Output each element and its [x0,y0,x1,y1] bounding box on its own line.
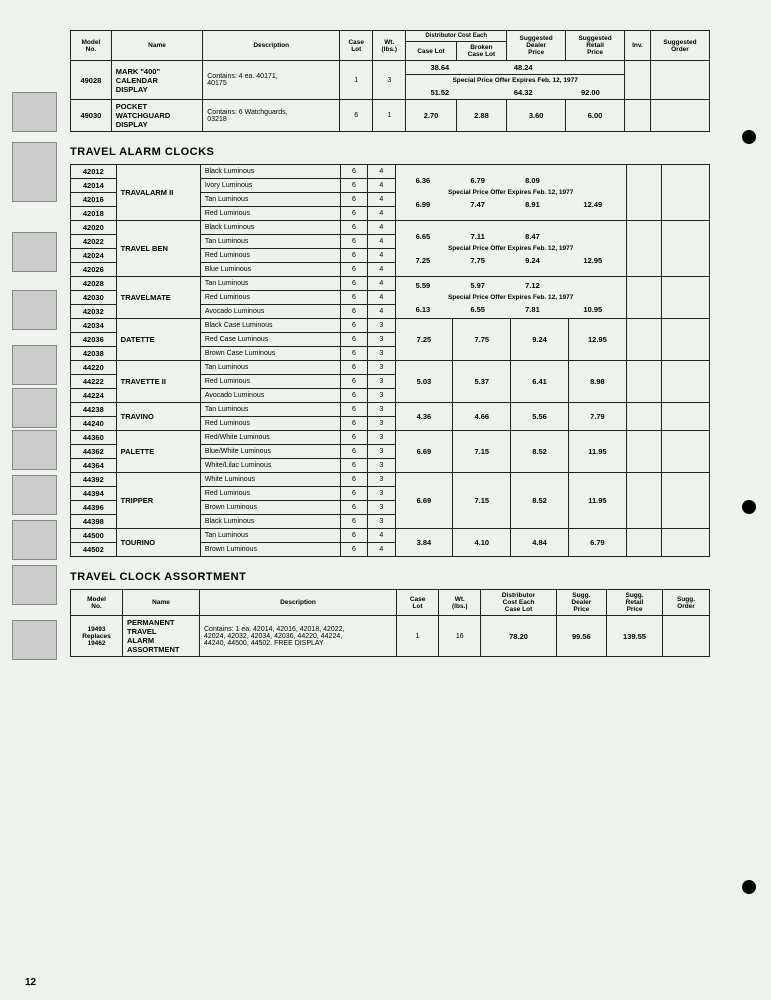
assort-name: PERMANENTTRAVELALARMASSORTMENT [123,616,200,657]
product-thumbnail [12,232,57,272]
product-thumbnail [12,290,57,330]
table-row: 49028 MARK "400"CALENDARDISPLAY Contains… [71,61,710,100]
th-brokencase: BrokenCase Lot [456,42,506,61]
assort-dealer: 99.56 [556,616,606,657]
assort-retail: 139.55 [606,616,662,657]
table-row: 44500TOURINOTan Luminous 643.844.104.846… [71,529,710,543]
th-model: ModelNo. [71,590,123,616]
th-desc: Description [203,31,340,61]
product-thumbnail [12,430,57,470]
th-caselotcost: Case Lot [406,42,456,61]
table-row: 42020TRAVEL BENBlack Luminous 64 6.657.1… [71,221,710,235]
product-thumbnail [12,345,57,385]
assort-order [663,616,710,657]
table-row: 44360PALETTERed/White Luminous 636.697.1… [71,431,710,445]
assort-table: ModelNo. Name Description CaseLot Wt.(lb… [70,589,710,657]
product-thumbnail [12,520,57,560]
th-wt: Wt.(lbs.) [439,590,481,616]
table-row: 42012TRAVALARM IIBlack Luminous 64 6.366… [71,165,710,179]
th-distcost: DistributorCost EachCase Lot [481,590,556,616]
binder-hole [742,880,756,894]
th-suggretail: SuggestedRetailPrice [566,31,625,61]
table-row: 44238TRAVINOTan Luminous 634.364.665.567… [71,403,710,417]
th-name: Name [111,31,202,61]
page-number: 12 [25,977,36,988]
table-row: 44220TRAVETTE IITan Luminous 635.035.376… [71,361,710,375]
product-thumbnail [12,475,57,515]
th-suggorder: Sugg.Order [663,590,710,616]
assort-desc: Contains: 1 ea. 42014, 42016, 42018, 420… [200,616,397,657]
th-suggorder: SuggestedOrder [650,31,709,61]
table-row: 42034DATETTEBlack Case Luminous 637.257.… [71,319,710,333]
th-model: ModelNo. [71,31,112,61]
th-suggdealer: SuggestedDealerPrice [507,31,566,61]
th-caselot: CaseLot [340,31,373,61]
product-thumbnail [12,620,57,660]
product-thumbnail [12,388,57,428]
assort-model: 19493Replaces19462 [71,616,123,657]
th-desc: Description [200,590,397,616]
th-inv: Inv. [625,31,651,61]
product-thumbnail [12,565,57,605]
section-title-assort: TRAVEL CLOCK ASSORTMENT [70,571,731,583]
table-row: 44392TRIPPERWhite Luminous 636.697.158.5… [71,473,710,487]
assort-row: 19493Replaces19462 PERMANENTTRAVELALARMA… [71,616,710,657]
th-name: Name [123,590,200,616]
th-caselot: CaseLot [397,590,439,616]
assort-dist: 78.20 [481,616,556,657]
assort-cl: 1 [397,616,439,657]
table-row: 42028TRAVELMATETan Luminous 64 5.595.977… [71,277,710,291]
table-row: 49030 POCKETWATCHGUARDDISPLAY Contains: … [71,100,710,132]
product-thumbnail [12,142,57,202]
top-table: ModelNo. Name Description CaseLot Wt.(lb… [70,30,710,132]
catalog-page: ModelNo. Name Description CaseLot Wt.(lb… [0,0,771,1000]
th-suggretail: Sugg.RetailPrice [606,590,662,616]
product-thumbnail [12,92,57,132]
section-title-travel: TRAVEL ALARM CLOCKS [70,146,731,158]
travel-table: 42012TRAVALARM IIBlack Luminous 64 6.366… [70,164,710,557]
th-wt: Wt.(lbs.) [373,31,406,61]
binder-hole [742,500,756,514]
th-distgroup: Distributor Cost Each [406,31,507,42]
binder-hole [742,130,756,144]
assort-wt: 16 [439,616,481,657]
th-suggdealer: Sugg.DealerPrice [556,590,606,616]
